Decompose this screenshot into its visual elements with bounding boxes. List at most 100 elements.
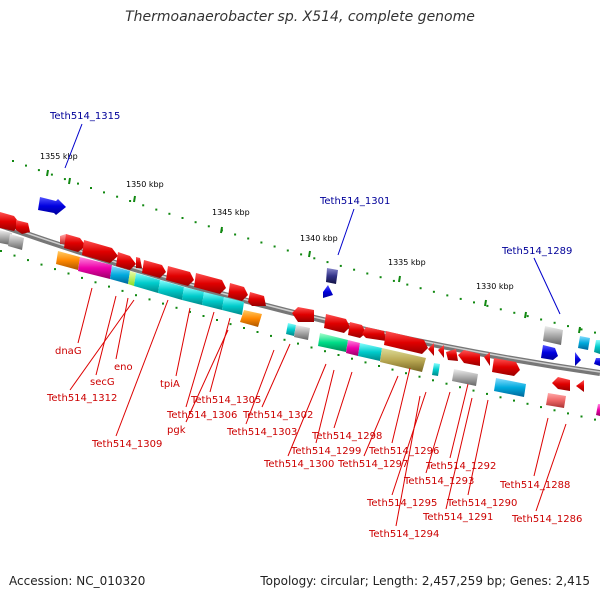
gene-box[interactable]: [8, 234, 24, 250]
gene-arrow[interactable]: [82, 240, 118, 263]
gene-leader: [245, 349, 275, 425]
gene-box[interactable]: [346, 340, 360, 356]
gene-label[interactable]: Teth514_1299: [290, 446, 361, 457]
gene-box[interactable]: [158, 280, 184, 300]
scale-dot: [0, 250, 2, 252]
scale-dot: [90, 187, 92, 189]
gene-arrow[interactable]: [348, 322, 366, 338]
gene-arrow[interactable]: [38, 197, 66, 215]
gene-arrow[interactable]: [575, 352, 581, 366]
gene-arrow[interactable]: [16, 220, 30, 234]
gene-arrow[interactable]: [576, 380, 584, 392]
gene-label[interactable]: Teth514_1286: [511, 514, 582, 525]
gene-arrow[interactable]: [142, 260, 166, 278]
gene-box[interactable]: [56, 251, 80, 270]
gene-arrow[interactable]: [323, 285, 333, 298]
gene-label[interactable]: Teth514_1293: [403, 476, 474, 487]
gene-box[interactable]: [594, 340, 600, 354]
gene-box[interactable]: [110, 266, 130, 284]
gene-box[interactable]: [202, 292, 224, 310]
gene-arrow[interactable]: [248, 292, 266, 306]
gene-label[interactable]: Teth514_1294: [368, 529, 439, 540]
gene-box[interactable]: [546, 393, 566, 408]
gene-box[interactable]: [578, 336, 590, 350]
gene-box[interactable]: [134, 273, 160, 293]
gene-arrow[interactable]: [166, 266, 194, 286]
gene-box[interactable]: [432, 363, 440, 376]
gene-leader: [391, 367, 411, 444]
gene-box[interactable]: [128, 271, 136, 286]
gene-label[interactable]: Teth514_1309: [91, 439, 162, 450]
scale-dot: [473, 301, 475, 304]
gene-box[interactable]: [318, 333, 348, 352]
gene-arrow[interactable]: [384, 331, 428, 354]
gene-label[interactable]: secG: [90, 377, 115, 388]
gene-label[interactable]: Teth514_1302: [242, 410, 313, 421]
gene-box[interactable]: [380, 348, 426, 372]
gene-box[interactable]: [596, 404, 600, 416]
gene-box[interactable]: [294, 325, 310, 340]
gene-arrow[interactable]: [428, 343, 434, 356]
gene-arrow[interactable]: [326, 268, 338, 284]
scale-dot: [108, 285, 110, 288]
gene-arrow[interactable]: [0, 212, 20, 231]
gene-arrow[interactable]: [64, 234, 86, 252]
gene-label[interactable]: tpiA: [160, 379, 180, 390]
gene-label[interactable]: Teth514_1300: [263, 459, 334, 470]
gene-label[interactable]: pgk: [167, 425, 186, 436]
gene-label[interactable]: Teth514_1290: [446, 498, 517, 509]
gene-arrow[interactable]: [484, 352, 490, 366]
gene-arrow[interactable]: [458, 350, 480, 366]
scale-dot: [353, 268, 356, 271]
gene-box[interactable]: [543, 326, 563, 345]
gene-label[interactable]: Teth514_1303: [226, 427, 297, 438]
gene-label[interactable]: Teth514_1297: [337, 459, 408, 470]
gene-arrow[interactable]: [438, 345, 444, 358]
scale-dot: [40, 263, 43, 266]
scale-dot: [486, 304, 489, 307]
gene-label[interactable]: Teth514_1306: [166, 410, 237, 421]
gene-arrow[interactable]: [446, 349, 458, 361]
gene-label[interactable]: Teth514_1305: [190, 395, 261, 406]
gene-box[interactable]: [78, 257, 112, 279]
locus-leader: [533, 257, 561, 315]
gene-label[interactable]: Teth514_1298: [311, 431, 382, 442]
gene-label[interactable]: Teth514_1296: [368, 446, 439, 457]
gene-box[interactable]: [222, 297, 244, 315]
scale-dot: [499, 396, 502, 399]
gene-label[interactable]: Teth514_1291: [422, 512, 493, 523]
scale-dot: [207, 225, 210, 228]
gene-leader: [425, 391, 451, 474]
gene-arrow[interactable]: [292, 307, 314, 322]
gene-box[interactable]: [358, 343, 382, 361]
scale-dot: [168, 212, 171, 215]
gene-arrow[interactable]: [492, 358, 520, 376]
gene-arrow[interactable]: [228, 283, 248, 301]
locus-label[interactable]: Teth514_1289: [501, 246, 572, 257]
gene-arrow[interactable]: [324, 314, 350, 333]
gene-label[interactable]: eno: [114, 362, 133, 373]
gene-label[interactable]: Teth514_1312: [46, 393, 117, 404]
scale-tick: [308, 250, 311, 258]
gene-label[interactable]: Teth514_1288: [499, 480, 570, 491]
gene-label[interactable]: dnaG: [55, 346, 82, 357]
gene-arrow[interactable]: [594, 358, 600, 366]
gene-label[interactable]: Teth514_1292: [425, 461, 496, 472]
footer-topology: Topology: circular; Length: 2,457,259 bp…: [260, 574, 590, 588]
gene-arrow[interactable]: [541, 345, 558, 360]
gene-arrow[interactable]: [552, 377, 570, 391]
gene-box[interactable]: [286, 323, 296, 336]
gene-arrow[interactable]: [136, 257, 142, 268]
gene-label[interactable]: Teth514_1295: [366, 498, 437, 509]
gene-arrow[interactable]: [194, 273, 226, 294]
gene-box[interactable]: [452, 369, 478, 386]
gene-arrow[interactable]: [116, 252, 136, 270]
gene-box[interactable]: [494, 378, 526, 397]
scale-label: 1335 kbp: [388, 258, 426, 267]
locus-label[interactable]: Teth514_1301: [319, 196, 390, 207]
gene-box[interactable]: [240, 310, 262, 327]
gene-arrow[interactable]: [362, 327, 386, 341]
locus-label[interactable]: Teth514_1315: [49, 111, 120, 122]
gene-box[interactable]: [182, 287, 204, 305]
